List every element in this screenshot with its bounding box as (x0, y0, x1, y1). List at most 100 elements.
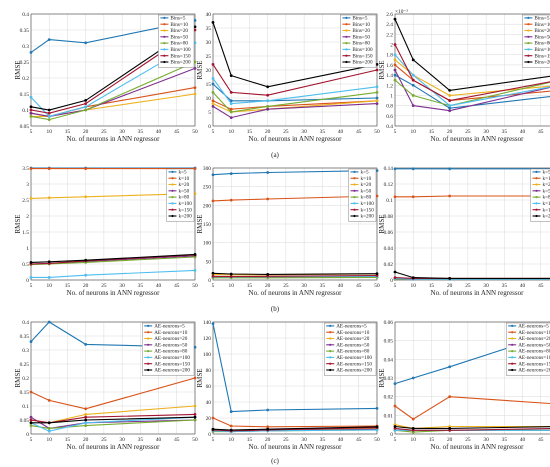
y-tick-label: 150 (203, 222, 211, 228)
legend-marker (527, 54, 530, 57)
y-tick-label: 0.15 (20, 92, 30, 98)
data-point (84, 424, 88, 427)
series-line (30, 67, 196, 117)
x-tick-label: 30 (301, 437, 307, 443)
y-tick-label: 1.2 (386, 83, 393, 89)
legend-entry: Bins=200 (170, 60, 191, 66)
legend-marker (345, 54, 348, 57)
data-point (266, 197, 270, 201)
legend-entry: AE-neurons=50 (336, 342, 370, 348)
data-point (47, 108, 51, 112)
x-axis-label: No. of neurons in ANN regressor (67, 443, 161, 451)
data-point (84, 167, 88, 171)
legend-marker (147, 356, 150, 359)
legend-entry: Bins=5 (534, 16, 549, 22)
legend-entry: k=50 (361, 188, 372, 194)
legend-marker (527, 42, 530, 45)
x-tick-label: 50 (192, 437, 198, 443)
y-tick-label: 0.15 (20, 390, 30, 396)
y-tick-label: 0.06 (384, 230, 394, 236)
data-point (393, 17, 397, 21)
y-tick-label: 0.05 (20, 418, 30, 424)
legend-marker (171, 214, 174, 218)
series-line (212, 417, 378, 428)
legend-marker (171, 189, 174, 192)
y-tick-label: 10 (206, 96, 212, 102)
data-point (47, 196, 51, 200)
data-point (211, 21, 215, 24)
data-point (411, 104, 415, 108)
data-point (193, 19, 197, 22)
y-tick-label: 0 (390, 432, 393, 438)
legend-entry: AE-neurons=5 (336, 324, 367, 330)
data-point (193, 60, 197, 64)
legend-marker (511, 343, 514, 346)
y-tick-label: 0.12 (384, 182, 394, 188)
data-point (411, 73, 415, 77)
data-point (47, 427, 51, 430)
data-point (393, 270, 397, 274)
y-axis-label: RMSE (378, 60, 386, 79)
legend-marker (535, 208, 538, 211)
x-tick-label: 20 (265, 437, 271, 443)
data-point (84, 407, 88, 411)
x-tick-label: 10 (411, 283, 417, 289)
legend-marker (329, 337, 332, 340)
y-axis-label: RMSE (14, 214, 22, 233)
y-tick-label: 1 (390, 93, 393, 99)
data-point (29, 167, 33, 171)
legend-entry: AE-neurons=20 (518, 336, 550, 342)
series-line (394, 425, 550, 429)
data-point (229, 74, 233, 77)
data-point (47, 111, 51, 115)
legend-marker (535, 189, 538, 192)
series-line (212, 103, 378, 119)
legend-entry: k=10 (361, 176, 372, 182)
data-point (211, 271, 215, 275)
y-tick-label: 35 (206, 26, 212, 32)
y-tick-label: 2.6 (386, 12, 393, 18)
legend-marker (353, 208, 356, 211)
legend-marker (147, 337, 150, 340)
legend-marker (345, 42, 348, 45)
data-point (29, 340, 33, 343)
x-tick-label: 45 (538, 129, 544, 135)
legend-entry: Bins=200 (534, 60, 550, 66)
data-point (29, 390, 33, 394)
legend-marker (163, 60, 166, 64)
series-line (394, 271, 550, 279)
legend-marker (345, 29, 348, 32)
x-axis-label: No. of neurons in ANN regressor (431, 289, 525, 297)
data-point (84, 102, 88, 105)
data-point (448, 277, 452, 280)
legend-marker (345, 35, 348, 38)
y-tick-label: 120 (203, 336, 211, 342)
data-point (375, 272, 379, 276)
legend-marker (511, 368, 514, 372)
x-axis-label: No. of neurons in ANN regressor (249, 443, 343, 451)
x-tick-label: 35 (138, 283, 144, 289)
legend-marker (345, 23, 348, 26)
y-axis-multiplier: ×10⁻³ (395, 9, 408, 15)
data-point (266, 171, 270, 174)
legend-marker (527, 29, 530, 32)
legend-marker (353, 214, 356, 218)
x-axis-label: No. of neurons in ANN regressor (431, 443, 525, 451)
y-tick-label: 0.6 (386, 114, 393, 120)
y-tick-label: 30 (206, 40, 212, 46)
y-tick-label: 0.4 (386, 124, 393, 130)
data-point (393, 63, 397, 67)
data-point (448, 427, 452, 430)
x-tick-label: 10 (411, 437, 417, 443)
legend-marker (329, 356, 332, 359)
data-point (375, 194, 379, 198)
data-point (393, 58, 397, 62)
data-point (47, 399, 51, 402)
legend-entry: Bins=150 (170, 53, 191, 59)
legend-marker (535, 202, 538, 205)
legend-marker (163, 29, 166, 32)
data-point (411, 94, 415, 97)
x-tick-label: 40 (156, 283, 162, 289)
axes-frame (212, 321, 378, 435)
